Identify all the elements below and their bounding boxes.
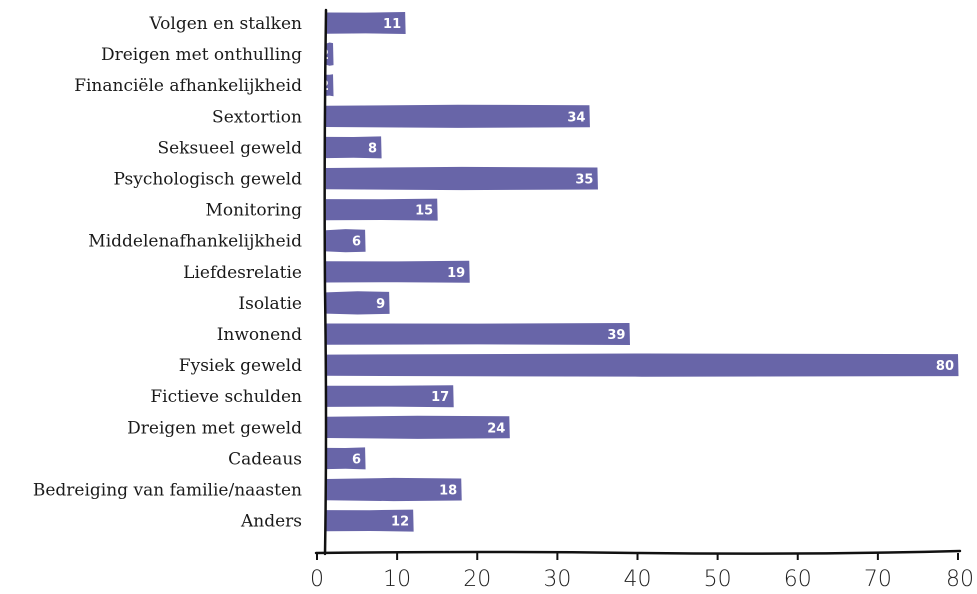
category-label: Sextortion xyxy=(212,107,302,127)
value-label: 35 xyxy=(575,173,593,188)
value-label: 8 xyxy=(368,141,377,156)
y-axis-line xyxy=(323,8,328,556)
value-label: 12 xyxy=(391,515,409,530)
value-label: 9 xyxy=(376,297,385,312)
x-tick-label: 80 xyxy=(946,567,974,592)
x-tick-label: 40 xyxy=(624,567,652,592)
bar-anders xyxy=(326,509,414,532)
category-label: Dreigen met onthulling xyxy=(101,45,302,65)
x-tick-label: 60 xyxy=(784,567,812,592)
x-axis-line xyxy=(314,549,962,555)
bars-group xyxy=(326,12,959,532)
bar-psychologisch-geweld xyxy=(326,166,598,191)
bar-financiele-afhankelijkheid xyxy=(326,74,334,97)
bar-sextortion xyxy=(326,104,590,128)
x-tick-label: 10 xyxy=(383,567,411,592)
category-label: Isolatie xyxy=(238,294,302,314)
bar-bedreiging-van-familie-naasten xyxy=(326,477,462,502)
bar-liefdesrelatie xyxy=(326,260,470,283)
category-labels: Volgen en stalken Dreigen met onthulling F… xyxy=(33,14,302,532)
bar-seksueel-geweld xyxy=(326,136,382,159)
category-label: Monitoring xyxy=(206,201,303,221)
bar-cadeaus xyxy=(326,447,366,470)
value-label: 19 xyxy=(447,266,465,281)
value-label: 24 xyxy=(487,421,505,436)
x-tick-label: 0 xyxy=(310,567,324,592)
category-label: Liefdesrelatie xyxy=(183,263,302,283)
value-label: 6 xyxy=(352,235,361,250)
value-label: 6 xyxy=(352,452,361,467)
value-label: 34 xyxy=(567,110,585,125)
value-label: 11 xyxy=(383,17,401,32)
category-label: Cadeaus xyxy=(228,449,302,469)
category-label: Financiële afhankelijkheid xyxy=(74,76,302,96)
x-ticks: 0 10 20 30 40 50 60 70 80 xyxy=(310,553,974,592)
category-label: Anders xyxy=(240,512,302,532)
x-tick-label: 30 xyxy=(543,567,571,592)
category-label: Middelenafhankelijkheid xyxy=(88,232,302,252)
bar-middelenafhankelijkheid xyxy=(326,229,366,253)
bar-monitoring xyxy=(326,198,438,221)
value-label: 80 xyxy=(936,359,954,374)
bar-fysiek-geweld xyxy=(326,353,959,377)
x-tick-label: 20 xyxy=(463,567,491,592)
category-label: Volgen en stalken xyxy=(148,14,302,34)
bar-dreigen-met-onthulling xyxy=(326,42,334,66)
bar-fictieve-schulden xyxy=(326,385,454,408)
category-label: Bedreiging van familie/naasten xyxy=(33,481,302,501)
value-label: 18 xyxy=(439,484,457,499)
value-label: 17 xyxy=(431,390,449,405)
value-label: 15 xyxy=(415,204,433,219)
category-label: Fysiek geweld xyxy=(179,356,302,376)
bar-inwonend xyxy=(326,323,630,345)
bar-volgen-en-stalken xyxy=(326,12,406,34)
bar-isolatie xyxy=(326,291,390,315)
x-tick-label: 70 xyxy=(864,567,892,592)
category-label: Seksueel geweld xyxy=(157,138,302,158)
category-label: Fictieve schulden xyxy=(150,387,302,407)
x-tick-label: 50 xyxy=(704,567,732,592)
value-label: 39 xyxy=(607,328,625,343)
bar-dreigen-met-geweld xyxy=(326,415,510,439)
category-label: Psychologisch geweld xyxy=(114,170,303,190)
category-label: Dreigen met geweld xyxy=(127,418,302,438)
category-label: Inwonend xyxy=(217,325,302,345)
